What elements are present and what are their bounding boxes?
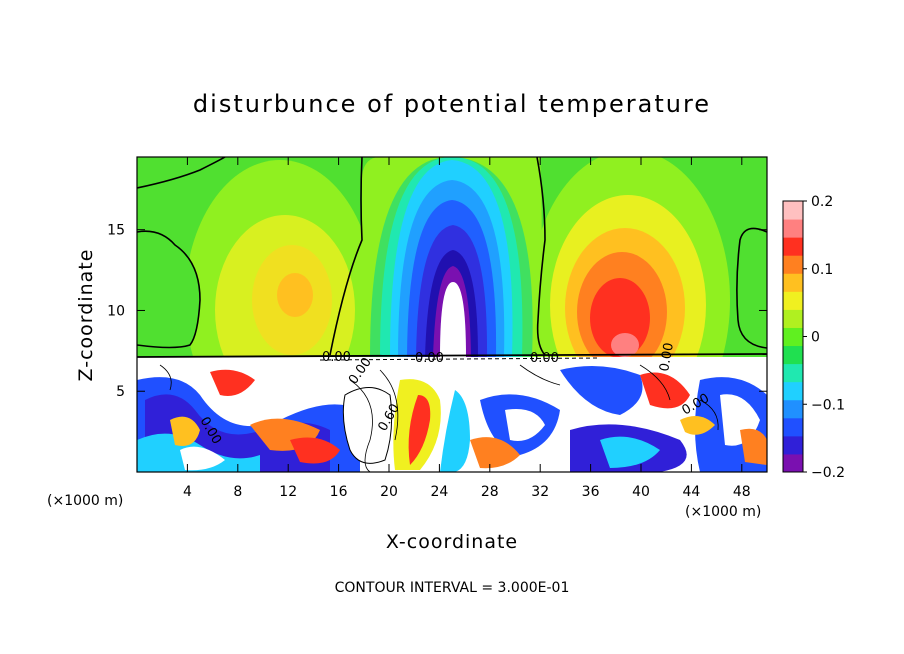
lower-contour-lines [159,364,719,472]
contour-label: 0.00 [530,351,559,366]
x-axis-label: X-coordinate [386,531,518,553]
colorbar-segment [783,345,803,365]
x-tick-label: 44 [682,484,700,500]
colorbar-tick-label: 0 [811,330,820,346]
y-axis-label: Z-coordinate [75,249,97,382]
x-tick-label: 20 [380,484,398,500]
x-tick-label: 32 [531,484,549,500]
colorbar-segment [783,435,803,455]
x-tick-label: 40 [632,484,650,500]
interface-contour [137,353,767,358]
colorbar-tick-label: 0.2 [811,194,833,210]
colorbar-tick-label: 0.1 [811,262,833,278]
colorbar-segment [783,399,803,419]
plot-area [137,157,767,472]
colorbar-segment [783,327,803,347]
x-tick-label: 24 [430,484,448,500]
colorbar-segment [783,309,803,328]
zero-contour-left [137,230,201,349]
x-tick-label: 48 [733,484,751,500]
x-unit-right: (×1000 m) [685,504,761,520]
y-tick-label: 15 [107,223,125,239]
colorbar-segment [783,291,803,310]
colorbar-tick-label: −0.2 [811,465,845,481]
lower-turbulent-layer [137,357,767,472]
x-tick-label: 16 [330,484,348,500]
interface-dashed-contour [319,357,601,361]
zero-contour-right [736,227,767,349]
colorbar-segment [783,219,803,238]
colorbar-segment [783,417,803,437]
colorbar-segment [783,255,803,274]
colorbar-segment [783,363,803,383]
y-tick-label: 5 [116,384,125,400]
x-tick-label: 36 [582,484,600,500]
x-axis: 4 8 12 16 20 24 28 32 36 40 44 48 [183,157,751,500]
zero-contour-plume-left [329,157,363,356]
colorbar-tick-label: −0.1 [811,397,845,413]
zero-contour-plume-right [536,157,546,356]
x-unit-left: (×1000 m) [47,493,123,509]
y-axis: 5 10 15 [107,223,767,400]
colorbar [783,201,803,473]
colorbar-segment [783,381,803,401]
colorbar-segment [783,273,803,292]
zero-contour-top-left [137,157,226,189]
x-tick-label: 28 [481,484,499,500]
colorbar-segment [783,453,803,473]
x-tick-label: 8 [233,484,242,500]
colorbar-segment [783,201,803,220]
x-tick-label: 12 [279,484,297,500]
contour-label: 0.00 [657,342,677,373]
contour-label: 0.00 [322,350,351,365]
y-tick-label: 10 [107,303,125,319]
colorbar-ticks: 0.2 0.1 0 −0.1 −0.2 [803,194,845,481]
contour-label: 0.00 [415,351,444,366]
x-tick-label: 4 [183,484,192,500]
plot-frame [136,156,768,473]
contour-interval: CONTOUR INTERVAL = 3.000E-01 [335,580,570,596]
central-negative-plume [362,157,542,357]
chart-title: disturbunce of potential temperature [193,90,711,118]
colorbar-segment [783,237,803,256]
